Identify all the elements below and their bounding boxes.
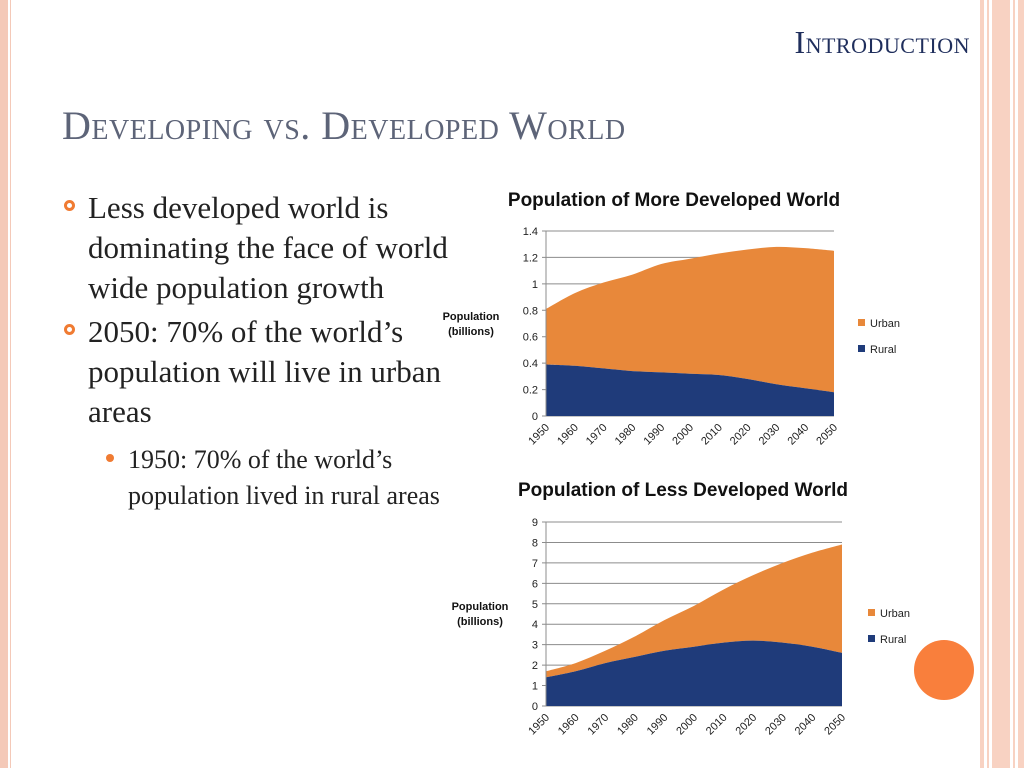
left-border-line [10, 0, 11, 768]
chart-title: Population of More Developed World [508, 190, 840, 211]
y-tick-label: 1 [532, 681, 538, 693]
legend-label: Urban [880, 608, 910, 620]
x-tick-label: 1950 [526, 712, 552, 738]
area-urban [546, 246, 834, 393]
legend-label: Urban [870, 318, 900, 330]
y-tick-label: 1 [532, 279, 538, 291]
x-tick-label: 2030 [757, 422, 783, 448]
chart-more-developed-svg: Population of More Developed World 0 0.2 0.… [443, 190, 900, 448]
y-tick-label: 5 [532, 599, 538, 611]
bullet-list: Less developed world is dominating the f… [64, 188, 464, 514]
y-axis-label: Population [443, 311, 500, 323]
x-tick-label: 1950 [526, 422, 552, 448]
area-rural [546, 640, 842, 706]
bullet-text: Less developed world is dominating the f… [88, 190, 448, 305]
y-tick-label: 7 [532, 558, 538, 570]
legend-label: Rural [880, 634, 906, 646]
x-tick-label: 2020 [734, 712, 760, 738]
chart-more-developed: Population of More Developed World 0 0.2 0.… [430, 180, 900, 470]
bullet-text: 2050: 70% of the world’s population will… [88, 314, 442, 429]
x-tick-label: 2000 [670, 422, 696, 448]
x-tick-label: 1970 [584, 422, 610, 448]
area-rural [546, 364, 834, 416]
x-tick-label: 2040 [786, 422, 812, 448]
x-tick-label: 1970 [586, 712, 612, 738]
bullet-dot-icon [106, 454, 114, 462]
sub-bullet-item: 1950: 70% of the world’s population live… [106, 442, 464, 514]
x-tick-label: 2040 [793, 712, 819, 738]
left-border-bar [0, 0, 8, 768]
x-tick-label: 2020 [728, 422, 754, 448]
slide-title: Developing vs. Developed World [62, 103, 626, 148]
y-tick-label: 6 [532, 578, 538, 590]
y-tick-label: 3 [532, 640, 538, 652]
y-tick-label: 4 [532, 619, 538, 631]
chart-less-developed: Population of Less Developed World 0 1 2 3 4 5… [440, 472, 910, 768]
y-tick-label: 0.2 [523, 385, 538, 397]
x-tick-label: 1980 [615, 712, 641, 738]
y-tick-label: 2 [532, 660, 538, 672]
x-tick-label: 1960 [556, 712, 582, 738]
legend-swatch [868, 609, 875, 616]
chart-title: Population of Less Developed World [518, 480, 848, 501]
right-border-stripes [980, 0, 1024, 768]
y-tick-label: 9 [532, 517, 538, 529]
x-tick-label: 1960 [555, 422, 581, 448]
bullet-item: 2050: 70% of the world’s population will… [64, 312, 464, 432]
y-axis-label: Population [452, 601, 509, 613]
x-tick-label: 2050 [814, 422, 840, 448]
legend-swatch [868, 635, 875, 642]
section-label: Introduction [794, 24, 970, 60]
chart-less-developed-svg: Population of Less Developed World 0 1 2 3 4 5… [452, 480, 910, 738]
y-tick-label: 1.4 [523, 226, 538, 238]
decorative-circle [914, 640, 974, 700]
x-tick-label: 1980 [613, 422, 639, 448]
y-axis-label: (billions) [457, 616, 503, 628]
y-tick-label: 1.2 [523, 252, 538, 264]
y-tick-label: 0 [532, 701, 538, 713]
y-axis-label: (billions) [448, 326, 494, 338]
x-tick-label: 1990 [645, 712, 671, 738]
bullet-ring-icon [64, 200, 75, 211]
legend-swatch [858, 319, 865, 326]
bullet-item: Less developed world is dominating the f… [64, 188, 464, 308]
area-urban [546, 544, 842, 678]
y-tick-label: 0 [532, 411, 538, 423]
x-tick-label: 2010 [699, 422, 725, 448]
x-tick-label: 2000 [674, 712, 700, 738]
x-tick-label: 2030 [763, 712, 789, 738]
sub-bullet-text: 1950: 70% of the world’s population live… [128, 445, 440, 510]
y-tick-label: 0.6 [523, 332, 538, 344]
legend-swatch [858, 345, 865, 352]
y-tick-label: 8 [532, 537, 538, 549]
x-tick-label: 2050 [822, 712, 848, 738]
y-tick-label: 0.4 [523, 358, 538, 370]
y-tick-label: 0.8 [523, 305, 538, 317]
x-tick-label: 2010 [704, 712, 730, 738]
bullet-ring-icon [64, 324, 75, 335]
legend-label: Rural [870, 344, 896, 356]
x-tick-label: 1990 [642, 422, 668, 448]
